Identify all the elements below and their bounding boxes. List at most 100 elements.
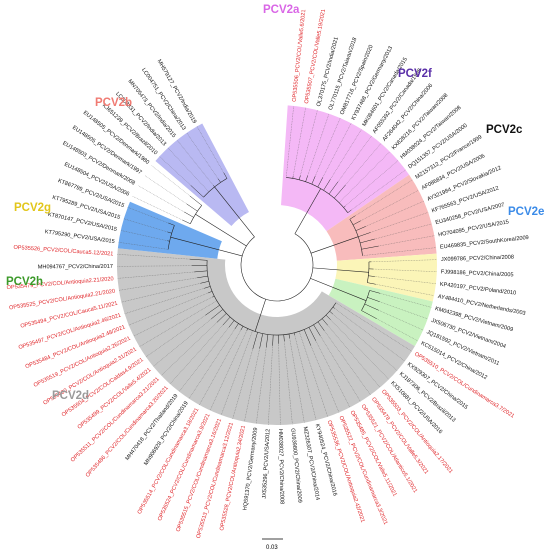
branch <box>317 321 325 331</box>
branch <box>213 185 215 188</box>
clade-label-pcv2b: PCV2b <box>95 97 132 109</box>
tip-branch <box>117 265 192 267</box>
branch <box>234 323 239 330</box>
clade-label-pcv2f: PCV2f <box>398 68 432 80</box>
tip-branch <box>167 147 209 192</box>
branch <box>328 181 339 195</box>
tip-branch <box>307 113 330 176</box>
tip-branch <box>379 301 428 320</box>
leaf-label: FJ998186_PCV2/China/2005 <box>441 269 514 278</box>
tip-branch <box>139 300 217 347</box>
tip-branch <box>330 319 390 380</box>
sector-pcv2a <box>281 105 410 232</box>
leaf-labels: OP535506_PCV2/COL/Valle5.6/2021OP535507_… <box>6 9 529 539</box>
tip-branch <box>268 345 273 425</box>
tip-branch <box>315 117 341 177</box>
branch <box>200 281 209 284</box>
tip-branch <box>144 175 187 205</box>
branch <box>358 232 371 237</box>
tip-branch <box>370 212 429 233</box>
scale-bar: 0.03 <box>262 538 283 551</box>
sector-pcv2f <box>155 123 249 226</box>
clade-arc <box>203 178 228 198</box>
tip-branch <box>286 105 294 178</box>
tip-branch <box>209 330 247 411</box>
tip-branch <box>355 179 413 216</box>
branch <box>186 203 198 212</box>
clade-label-pcv2a: PCV2a <box>263 4 300 16</box>
branch <box>205 304 220 316</box>
leaf-label: JX099786_PCV2/China/2008 <box>441 255 514 263</box>
branch <box>288 333 290 339</box>
tip-branch <box>362 247 437 256</box>
clade-stem <box>310 236 359 254</box>
tip-branch <box>322 123 352 178</box>
tip-branch <box>375 284 435 296</box>
branch <box>283 334 285 342</box>
tip-branch <box>123 218 168 233</box>
tip-branch <box>378 310 424 331</box>
branch <box>367 282 376 285</box>
clade-arc <box>286 177 348 213</box>
branch <box>293 332 295 336</box>
branch <box>212 295 215 298</box>
tip-branch <box>221 330 253 416</box>
sector-pcv2g <box>335 253 437 302</box>
branch <box>272 334 274 346</box>
branch <box>321 318 328 326</box>
branch <box>313 324 321 336</box>
tip-branch <box>294 334 317 421</box>
branch <box>217 178 221 183</box>
branch <box>367 297 380 302</box>
branch <box>334 184 346 199</box>
sector-pcv2h <box>328 278 433 347</box>
tip-branch <box>138 185 185 213</box>
tip-branch <box>124 288 205 314</box>
tip-branch <box>186 132 219 179</box>
tip-branch <box>374 223 432 240</box>
branch <box>360 238 375 244</box>
branch <box>194 270 208 273</box>
clade-arc <box>361 290 370 311</box>
tip-branch <box>159 156 191 186</box>
tip-branch <box>345 160 399 207</box>
tip-branch <box>320 335 361 402</box>
branch <box>259 333 263 349</box>
branch <box>222 316 231 326</box>
branch <box>211 309 224 320</box>
tip-branch <box>299 331 328 417</box>
tree-branches <box>117 105 437 425</box>
leaf-label: HQ591370_PCV2/Germany/2009 <box>242 427 259 510</box>
tip-branch <box>188 328 236 399</box>
clade-label-pcv2h: PCV2h <box>6 276 43 288</box>
branch <box>308 327 317 341</box>
scale-bar-label: 0.03 <box>266 545 278 551</box>
tip-branch <box>151 165 191 197</box>
branch <box>190 185 204 198</box>
tip-branch <box>300 110 318 176</box>
tip-branch <box>334 308 405 362</box>
tip-branch <box>315 340 351 408</box>
clade-arc <box>349 219 363 256</box>
clade-stem <box>310 278 367 301</box>
tip-branch <box>376 318 418 342</box>
branch <box>303 329 312 346</box>
tip-branch <box>373 268 437 272</box>
tip-branch <box>133 296 213 337</box>
branch <box>197 275 208 279</box>
clade-sectors <box>116 105 437 426</box>
clade-label-pcv2c: PCV2c <box>486 124 523 136</box>
branch <box>343 205 346 208</box>
sector-pcv2e <box>117 201 222 259</box>
tip-branch <box>345 143 382 186</box>
tip-branch <box>371 259 437 263</box>
tip-branch <box>256 347 267 424</box>
branch <box>208 291 213 294</box>
tip-branch <box>176 139 214 186</box>
branch <box>189 258 208 261</box>
branch <box>349 215 356 220</box>
tip-branch <box>278 343 281 425</box>
clade-stem <box>195 213 247 247</box>
tip-branch <box>132 196 183 221</box>
